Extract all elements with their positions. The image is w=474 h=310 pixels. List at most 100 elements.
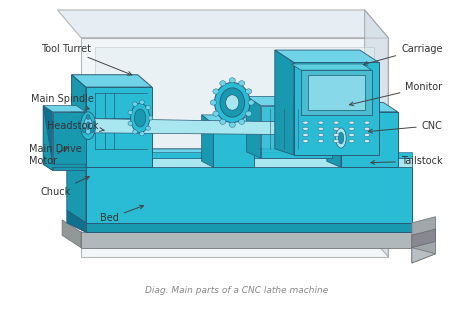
Ellipse shape xyxy=(220,88,245,117)
Ellipse shape xyxy=(364,133,370,136)
Ellipse shape xyxy=(238,81,245,86)
Ellipse shape xyxy=(86,115,90,120)
Ellipse shape xyxy=(246,111,252,116)
Polygon shape xyxy=(261,106,331,158)
Polygon shape xyxy=(67,149,86,223)
Ellipse shape xyxy=(303,121,309,124)
Ellipse shape xyxy=(349,127,355,130)
Polygon shape xyxy=(412,248,436,263)
Text: Tool Turret: Tool Turret xyxy=(41,43,132,75)
Ellipse shape xyxy=(148,116,153,120)
Polygon shape xyxy=(275,50,379,62)
Ellipse shape xyxy=(215,82,250,122)
Polygon shape xyxy=(88,119,331,135)
Polygon shape xyxy=(327,103,398,112)
Polygon shape xyxy=(67,146,86,167)
Ellipse shape xyxy=(318,121,324,124)
Polygon shape xyxy=(294,62,379,155)
Polygon shape xyxy=(72,75,86,167)
Ellipse shape xyxy=(333,121,339,124)
Ellipse shape xyxy=(318,133,324,136)
Text: Monitor: Monitor xyxy=(349,82,443,106)
Ellipse shape xyxy=(333,127,339,130)
Ellipse shape xyxy=(220,81,226,86)
Text: Diag. Main parts of a CNC lathe machine: Diag. Main parts of a CNC lathe machine xyxy=(146,286,328,295)
Text: Tailstock: Tailstock xyxy=(371,156,443,166)
Ellipse shape xyxy=(248,100,254,105)
Ellipse shape xyxy=(364,121,370,124)
Polygon shape xyxy=(67,210,86,232)
Text: Main Spindle: Main Spindle xyxy=(31,95,94,109)
Ellipse shape xyxy=(303,140,309,143)
Ellipse shape xyxy=(210,100,217,105)
Polygon shape xyxy=(86,87,152,167)
Polygon shape xyxy=(341,112,398,167)
Ellipse shape xyxy=(220,119,226,124)
Ellipse shape xyxy=(133,102,137,106)
Ellipse shape xyxy=(139,100,144,104)
Polygon shape xyxy=(365,10,388,257)
Polygon shape xyxy=(246,96,331,106)
Text: Bed: Bed xyxy=(100,205,144,223)
Polygon shape xyxy=(327,103,341,167)
Ellipse shape xyxy=(91,127,94,132)
Polygon shape xyxy=(43,106,86,112)
Text: Main Drive
Motor: Main Drive Motor xyxy=(29,144,82,166)
Ellipse shape xyxy=(333,140,339,143)
Polygon shape xyxy=(301,70,372,115)
Polygon shape xyxy=(67,149,412,167)
Polygon shape xyxy=(412,229,436,248)
Ellipse shape xyxy=(146,126,150,131)
Ellipse shape xyxy=(82,127,86,132)
Ellipse shape xyxy=(139,132,144,136)
Ellipse shape xyxy=(128,121,133,126)
Polygon shape xyxy=(43,106,86,170)
Ellipse shape xyxy=(349,140,355,143)
Polygon shape xyxy=(275,50,294,155)
Polygon shape xyxy=(53,112,86,170)
Ellipse shape xyxy=(238,119,245,124)
Ellipse shape xyxy=(246,89,252,94)
Polygon shape xyxy=(246,96,261,158)
Text: Chuck: Chuck xyxy=(41,176,89,197)
Polygon shape xyxy=(308,75,365,110)
Ellipse shape xyxy=(84,117,92,134)
Ellipse shape xyxy=(338,132,344,144)
Polygon shape xyxy=(86,152,412,158)
Ellipse shape xyxy=(213,89,219,94)
Ellipse shape xyxy=(364,127,370,130)
Ellipse shape xyxy=(131,103,150,133)
Ellipse shape xyxy=(133,130,137,134)
Ellipse shape xyxy=(146,105,150,110)
Ellipse shape xyxy=(226,95,239,110)
Ellipse shape xyxy=(303,133,309,136)
Polygon shape xyxy=(86,167,412,223)
Text: CNC: CNC xyxy=(368,121,443,133)
Ellipse shape xyxy=(303,127,309,130)
Polygon shape xyxy=(95,47,374,248)
Polygon shape xyxy=(412,217,436,263)
Ellipse shape xyxy=(135,109,146,127)
Polygon shape xyxy=(86,223,412,232)
Ellipse shape xyxy=(128,110,133,115)
Ellipse shape xyxy=(349,133,355,136)
Polygon shape xyxy=(72,75,152,87)
Polygon shape xyxy=(81,232,412,248)
Polygon shape xyxy=(43,106,53,170)
Ellipse shape xyxy=(213,111,219,116)
Polygon shape xyxy=(81,38,388,257)
Ellipse shape xyxy=(318,127,324,130)
Polygon shape xyxy=(213,124,254,167)
Ellipse shape xyxy=(81,112,96,140)
Ellipse shape xyxy=(229,122,236,127)
Ellipse shape xyxy=(336,128,346,148)
Ellipse shape xyxy=(318,140,324,143)
Text: Headstock: Headstock xyxy=(47,121,104,131)
Text: Carriage: Carriage xyxy=(364,43,443,65)
Polygon shape xyxy=(201,115,213,167)
Ellipse shape xyxy=(333,133,339,136)
Polygon shape xyxy=(201,115,254,124)
Polygon shape xyxy=(57,10,388,38)
Polygon shape xyxy=(62,220,81,248)
Ellipse shape xyxy=(229,78,236,83)
